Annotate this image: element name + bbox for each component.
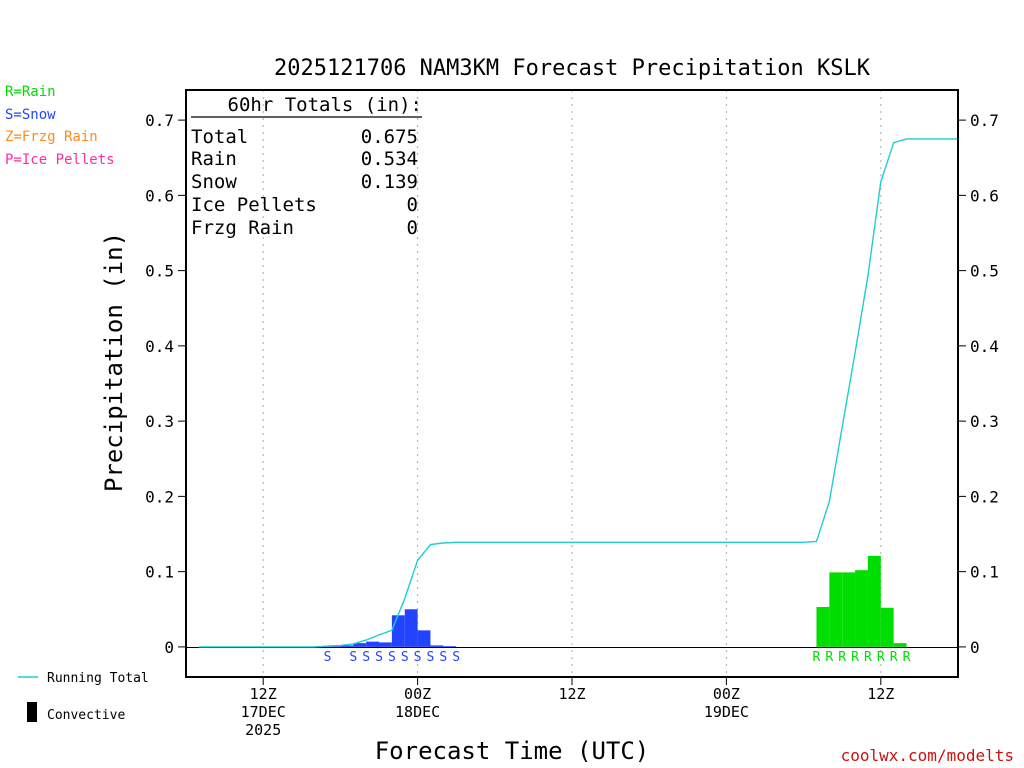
legend-freezing-rain: Z=Frzg Rain <box>5 129 98 145</box>
ptype-marker-rain: R <box>825 650 833 665</box>
ptype-marker-snow: S <box>324 650 332 665</box>
x-tick-label: 17DEC <box>241 703 286 721</box>
bar-rain <box>855 570 868 647</box>
precipitation-bars <box>314 555 907 647</box>
bar-snow <box>353 643 367 647</box>
legend-ice-pellets: P=Ice Pellets <box>5 152 115 168</box>
ptype-marker-snow: S <box>349 650 357 665</box>
y-tick-label-right: 0.4 <box>970 337 999 356</box>
ptype-marker-rain: R <box>877 650 885 665</box>
series-legend: Running Total Convective <box>18 671 149 723</box>
y-tick-label-left: 0.4 <box>145 337 174 356</box>
totals-freezing-rain-label: Frzg Rain <box>191 217 294 239</box>
bar-snow <box>404 609 418 647</box>
ptype-marker-rain: R <box>813 650 821 665</box>
credit-text: coolwx.com/modelts <box>841 746 1014 765</box>
ptype-marker-snow: S <box>439 650 447 665</box>
y-tick-label-left: 0.5 <box>145 262 174 281</box>
x-tick-label: 18DEC <box>395 703 440 721</box>
vertical-grid <box>262 90 882 677</box>
bar-snow <box>443 646 457 647</box>
bar-rain <box>842 572 856 647</box>
running-total-line <box>198 138 958 648</box>
ptype-marker-snow: S <box>452 650 460 665</box>
x-axis-label: Forecast Time (UTC) <box>375 737 650 765</box>
bar-snow <box>379 642 392 647</box>
y-tick-label-left: 0.1 <box>145 563 174 582</box>
bar-rain <box>816 607 830 647</box>
y-axis-label: Precipitation (in) <box>100 232 128 492</box>
bar-snow <box>366 641 379 647</box>
bar-snow <box>327 646 341 647</box>
bar-snow <box>417 630 431 647</box>
ptype-marker-rain: R <box>838 650 846 665</box>
bar-snow <box>340 645 354 647</box>
ptype-marker-rain: R <box>890 650 898 665</box>
ptype-marker-snow: S <box>414 650 422 665</box>
totals-freezing-rain-value: 0 <box>407 217 418 239</box>
bar-snow <box>430 645 444 647</box>
x-tick-label: 00Z <box>404 685 431 703</box>
totals-rain-label: Rain <box>191 148 237 170</box>
y-tick-label-right: 0.1 <box>970 563 999 582</box>
bar-rain <box>893 643 907 647</box>
ptype-marker-rain: R <box>903 650 911 665</box>
y-tick-label-right: 0 <box>970 638 980 657</box>
y-tick-label-left: 0.2 <box>145 487 174 506</box>
y-tick-label-right: 0.5 <box>970 262 999 281</box>
y-tick-label-left: 0.6 <box>145 186 174 205</box>
x-tick-label: 19DEC <box>704 703 749 721</box>
x-tick-label: 00Z <box>713 685 740 703</box>
convective-legend-label: Convective <box>47 708 125 723</box>
y-tick-label-left: 0.3 <box>145 412 174 431</box>
totals-ice-pellets-value: 0 <box>407 194 418 216</box>
bar-rain <box>829 572 843 647</box>
x-tick-label: 2025 <box>245 721 281 739</box>
ptype-marker-rain: R <box>864 650 872 665</box>
legend-snow: S=Snow <box>5 107 56 123</box>
ptype-marker-snow: S <box>375 650 383 665</box>
totals-snow-label: Snow <box>191 171 237 193</box>
y-axis: 0 00.1 0.10.2 0.20.3 0.30.4 0.40.5 0.50.6 0.60.… <box>145 111 999 657</box>
ptype-marker-snow: S <box>388 650 396 665</box>
y-tick-label-right: 0.2 <box>970 487 999 506</box>
ptype-marker-snow: S <box>401 650 409 665</box>
ptype-legend: R=Rain S=Snow Z=Frzg Rain P=Ice Pellets <box>5 84 115 168</box>
y-tick-label-left: 0 <box>164 638 174 657</box>
x-tick-label: 12Z <box>250 685 277 703</box>
y-tick-label-right: 0.3 <box>970 412 999 431</box>
ptype-marker-rain: R <box>851 650 859 665</box>
totals-ice-pellets-label: Ice Pellets <box>191 194 317 216</box>
totals-snow-value: 0.139 <box>361 171 418 193</box>
totals-total-label: Total <box>191 126 248 148</box>
convective-legend-swatch <box>27 702 37 722</box>
y-tick-label-left: 0.7 <box>145 111 174 130</box>
totals-box: 60hr Totals (in): Total 0.675 Rain 0.534… <box>191 94 422 239</box>
y-tick-label-right: 0.7 <box>970 111 999 130</box>
running-total-legend-label: Running Total <box>47 671 149 686</box>
legend-rain: R=Rain <box>5 84 56 100</box>
totals-rain-value: 0.534 <box>361 148 418 170</box>
chart-title: 2025121706 NAM3KM Forecast Precipitation… <box>274 56 871 81</box>
bar-rain <box>880 607 894 647</box>
bar-rain <box>867 555 881 647</box>
y-tick-label-right: 0.6 <box>970 186 999 205</box>
totals-total-value: 0.675 <box>361 126 418 148</box>
bar-snow <box>391 615 405 647</box>
ptype-marker-snow: S <box>362 650 370 665</box>
totals-header: 60hr Totals (in): <box>228 94 422 116</box>
x-tick-label: 12Z <box>558 685 585 703</box>
ptype-marker-snow: S <box>427 650 435 665</box>
x-tick-label: 12Z <box>867 685 894 703</box>
